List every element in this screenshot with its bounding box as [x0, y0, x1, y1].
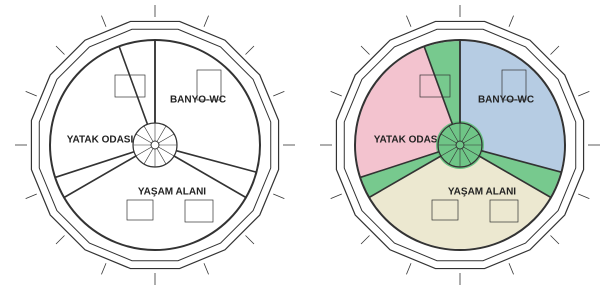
floor-plans: YATAK ODASI BANYO-WC YAŞAM ALANI YATAK O… — [0, 0, 609, 289]
axis-tick — [26, 194, 37, 199]
axis-tick — [578, 194, 589, 199]
axis-tick — [331, 194, 342, 199]
axis-tick — [204, 263, 209, 274]
room-label: YATAK ODASI — [67, 135, 134, 146]
axis-tick — [361, 46, 369, 54]
axis-tick — [273, 91, 284, 96]
axis-tick — [406, 16, 411, 27]
furniture — [127, 200, 153, 220]
partition — [176, 151, 256, 172]
partition — [119, 46, 147, 124]
axis-tick — [551, 46, 559, 54]
room-label: YAŞAM ALANI — [138, 187, 206, 198]
axis-tick — [204, 16, 209, 27]
room-label: YAŞAM ALANI — [448, 187, 516, 198]
axis-tick — [56, 236, 64, 244]
axis-tick — [509, 16, 514, 27]
axis-tick — [406, 263, 411, 274]
axis-tick — [509, 263, 514, 274]
axis-tick — [101, 16, 106, 27]
room-label: YATAK ODASI — [374, 135, 441, 146]
axis-tick — [331, 91, 342, 96]
axis-tick — [246, 46, 254, 54]
axis-tick — [578, 91, 589, 96]
stair-core — [151, 141, 159, 149]
axis-tick — [273, 194, 284, 199]
axis-tick — [101, 263, 106, 274]
axis-tick — [56, 46, 64, 54]
axis-tick — [246, 236, 254, 244]
furniture — [185, 200, 213, 222]
axis-tick — [361, 236, 369, 244]
axis-tick — [26, 91, 37, 96]
axis-tick — [551, 236, 559, 244]
